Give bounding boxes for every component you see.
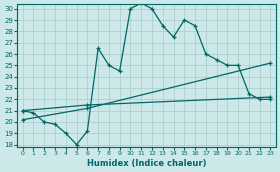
X-axis label: Humidex (Indice chaleur): Humidex (Indice chaleur)	[87, 159, 206, 168]
